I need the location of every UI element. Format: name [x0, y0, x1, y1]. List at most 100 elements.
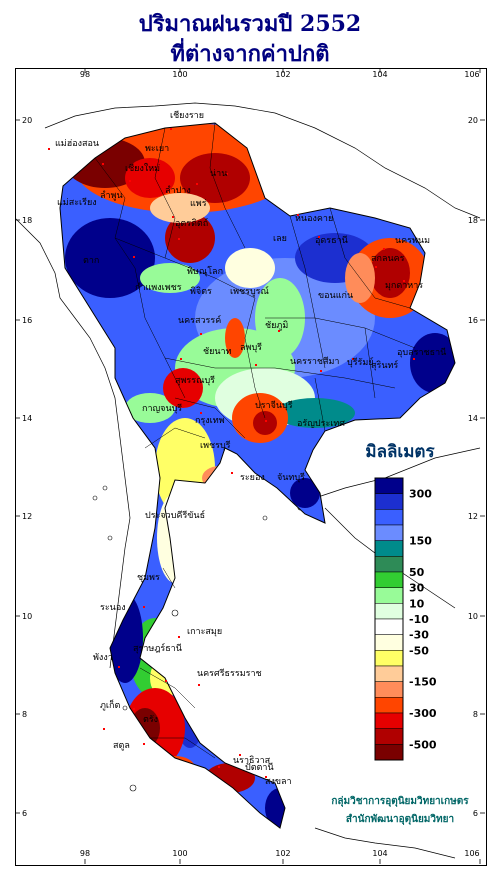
legend-swatch: [374, 697, 404, 714]
legend-label: 150: [409, 535, 432, 548]
place-label: สุรินทร์: [371, 359, 398, 371]
legend-label: 10: [409, 597, 425, 610]
legend-title: มิลลิเมตร: [365, 442, 435, 462]
place-label: ระนอง: [100, 603, 126, 613]
legend-colorbar: 300 150 50 30 10 -10 -30 -50 -150 -300 -500: [374, 477, 437, 761]
place-label: อุตรดิตถ์: [175, 217, 208, 229]
legend-swatch: [374, 618, 404, 635]
place-label: กาญจนบุรี: [142, 403, 182, 414]
place-label: ระยอง: [240, 473, 265, 483]
legend-label: 50: [409, 566, 425, 579]
legend-swatch: [374, 509, 404, 526]
place-label: ลำปาง: [165, 185, 191, 196]
place-label: พังงา: [93, 653, 113, 663]
legend-label: -500: [409, 738, 437, 751]
legend-label: -150: [409, 676, 437, 689]
place-label: พิจิตร: [190, 286, 212, 297]
y-tick-label-left: 18: [22, 216, 32, 225]
place-label: สตูล: [113, 741, 130, 751]
place-label: เชียงราย: [170, 110, 204, 121]
y-tick-label-right: 6: [473, 809, 478, 818]
place-label: เกาะสมุย: [187, 627, 222, 637]
legend-swatch: [374, 650, 404, 667]
legend-swatch: [374, 634, 404, 651]
place-label: กรุงเทพ: [195, 416, 225, 426]
legend-label: -10: [409, 613, 429, 626]
place-label: สุราษฎร์ธานี: [133, 642, 182, 654]
y-tick-label-left: 12: [22, 512, 32, 521]
place-label: เพชรบูรณ์: [230, 285, 269, 297]
map-subtitle: ที่ต่างจากค่าปกติ: [170, 41, 330, 67]
legend-swatch: [374, 477, 404, 494]
x-tick-label-bottom: 100: [172, 849, 187, 858]
y-tick-label-left: 10: [22, 612, 32, 621]
x-tick-label-bottom: 104: [372, 849, 387, 858]
credit-line-1: กลุ่มวิชาการอุตุนิยมวิทยาเกษตร: [331, 796, 469, 807]
x-tick-label-top: 100: [172, 70, 187, 79]
credit-line-2: สำนักพัฒนาอุตุนิยมวิทยา: [345, 814, 455, 825]
legend-border: [374, 477, 404, 761]
place-label: เชียงใหม่: [125, 163, 160, 174]
place-label: ปราจีนบุรี: [255, 400, 293, 411]
place-label: พิษณุโลก: [187, 266, 223, 277]
legend-swatch: [374, 524, 404, 541]
place-label: พะเยา: [145, 144, 169, 154]
y-tick-label-right: 16: [468, 316, 478, 325]
place-label: ชัยนาท: [203, 347, 232, 357]
x-tick-label-bottom: 98: [80, 849, 90, 858]
place-label: ลพบุรี: [240, 342, 262, 353]
place-label: หนองคาย: [295, 214, 333, 224]
x-tick-label-top: 106: [464, 70, 479, 79]
place-label: เลย: [273, 234, 287, 244]
y-tick-label-right: 12: [468, 512, 478, 521]
place-label: อรัญประเทศ: [297, 419, 345, 429]
legend-swatch: [374, 556, 404, 573]
place-label: นครราชสีมา: [290, 356, 339, 367]
place-label: น่าน: [210, 169, 227, 179]
place-label: นครศรีธรรมราช: [197, 668, 262, 679]
x-tick-label-top: 104: [372, 70, 387, 79]
y-tick-label-right: 18: [468, 216, 478, 225]
place-label: ประจวบคีรีขันธ์: [145, 509, 205, 521]
place-label: นครสวรรค์: [178, 314, 221, 326]
y-tick-label-right: 10: [468, 612, 478, 621]
province-boundaries: [94, 122, 416, 759]
y-tick-label-left: 8: [22, 710, 27, 719]
y-tick-label-right: 20: [468, 116, 478, 125]
place-label: ชัยภูมิ: [265, 320, 288, 331]
y-tick-label-left: 16: [22, 316, 32, 325]
place-label: ภูเก็ต: [100, 698, 120, 711]
y-tick-label-right: 8: [473, 710, 478, 719]
place-label: ลำพูน: [100, 190, 123, 201]
place-label: ตรัง: [143, 715, 158, 725]
place-label: แพร่: [190, 199, 207, 209]
legend-swatch: [374, 587, 404, 604]
legend-swatch: [374, 665, 404, 682]
place-label: นครพนม: [395, 236, 430, 246]
place-label: สงขลา: [265, 777, 292, 787]
x-tick-label-top: 102: [275, 70, 290, 79]
place-label: จันทบุรี: [277, 472, 305, 483]
place-label: นราธิวาส: [233, 755, 271, 766]
place-label: ชุมพร: [137, 573, 160, 583]
x-tick-label-top: 98: [80, 70, 90, 79]
legend-label: -50: [409, 644, 429, 657]
place-label: แม่ฮ่องสอน: [55, 139, 99, 149]
x-tick-label-bottom: 102: [275, 849, 290, 858]
thailand-outline: [59, 122, 456, 829]
place-label: ตาก: [83, 256, 99, 266]
legend-swatch: [374, 540, 404, 557]
place-labels: เชียงรายแม่ฮ่องสอนพะเยาเชียงใหม่ลำพูน ลำป…: [55, 110, 446, 787]
legend-swatch: [374, 493, 404, 510]
place-label: สุพรรณบุรี: [175, 375, 215, 386]
y-tick-label-right: 14: [468, 414, 478, 423]
legend-label: -30: [409, 629, 429, 642]
place-label: ขอนแก่น: [318, 291, 353, 301]
place-label: บุรีรัมย์: [347, 356, 374, 368]
legend-label: 30: [409, 582, 425, 595]
place-label: แม่สะเรียง: [57, 197, 97, 208]
y-tick-label-left: 20: [22, 116, 32, 125]
place-label: มุกดาหาร: [385, 281, 423, 291]
